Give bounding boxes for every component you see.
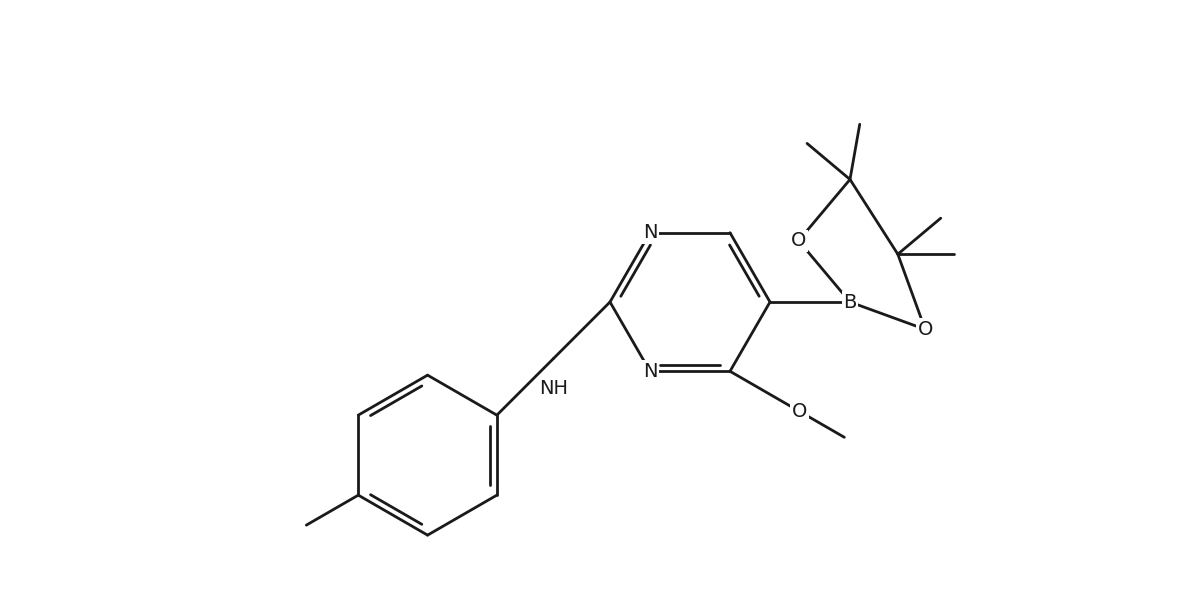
Text: B: B <box>843 292 856 311</box>
Text: N: N <box>642 223 658 242</box>
Text: O: O <box>791 231 806 250</box>
Text: NH: NH <box>539 378 568 398</box>
Text: O: O <box>792 402 807 421</box>
Text: N: N <box>642 362 658 381</box>
Text: O: O <box>917 320 933 339</box>
